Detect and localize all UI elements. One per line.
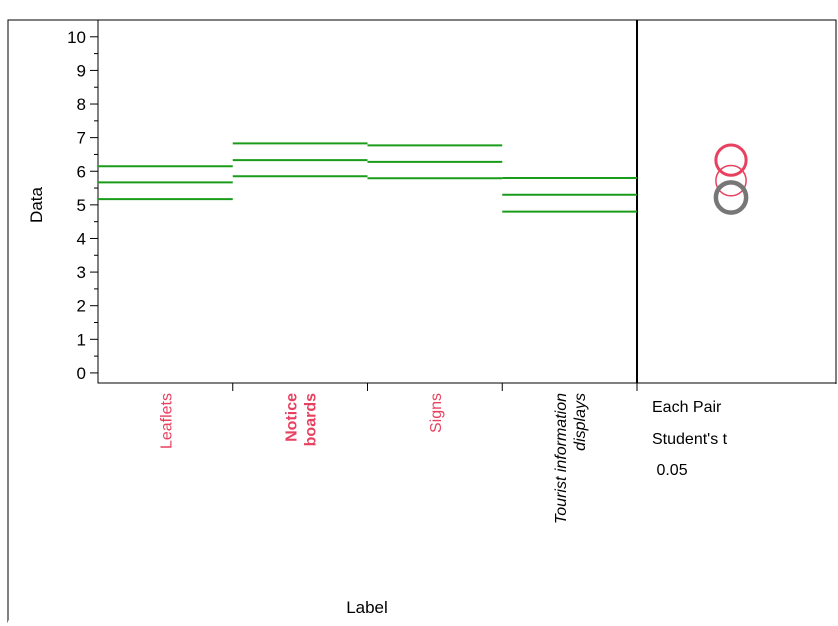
comparison-circle [715,164,747,197]
comparison-circles [713,143,749,215]
x-category-label-line: boards [303,393,320,446]
comparison-circle [713,180,749,215]
y-tick-label: 5 [77,196,86,215]
comparison-circle [714,143,748,177]
plot-frame [97,19,837,384]
y-tick-label: 10 [67,28,86,47]
y-axis-title: Data [27,187,46,223]
x-category-label-line: displays [572,393,589,451]
info-students-t: Student's t [652,431,728,448]
x-category-labels: Leaflets Notice boards Signs Tourist informa… [158,393,589,524]
y-tick-label: 7 [77,129,86,148]
x-category-label: Leaflets [158,393,175,449]
x-category-label-line: Leaflets [158,393,175,449]
axes [7,19,838,624]
y-tick-label: 2 [77,297,86,316]
x-category-label-line: Signs [428,393,445,433]
y-axis-ticks: 0 1 2 3 4 5 6 7 8 9 10 [67,28,98,383]
y-tick-label: 4 [77,229,86,248]
x-category-label-line: Notice [284,393,301,442]
x-axis-title: Label [346,598,388,617]
x-category-label-line: Tourist information [553,393,570,524]
y-tick-label: 8 [77,95,86,114]
x-category-label: Notice boards [284,393,320,446]
mean-lines [98,142,637,213]
x-category-label: Signs [428,393,445,433]
y-tick-label: 9 [77,61,86,80]
y-tick-label: 3 [77,263,86,282]
x-category-label: Tourist information displays [553,393,589,524]
y-tick-label: 0 [77,364,86,383]
info-each-pair: Each Pair [652,399,722,416]
outer-frame [7,19,837,623]
y-tick-label: 1 [77,330,86,349]
info-alpha: 0.05 [652,462,688,479]
y-tick-label: 6 [77,162,86,181]
